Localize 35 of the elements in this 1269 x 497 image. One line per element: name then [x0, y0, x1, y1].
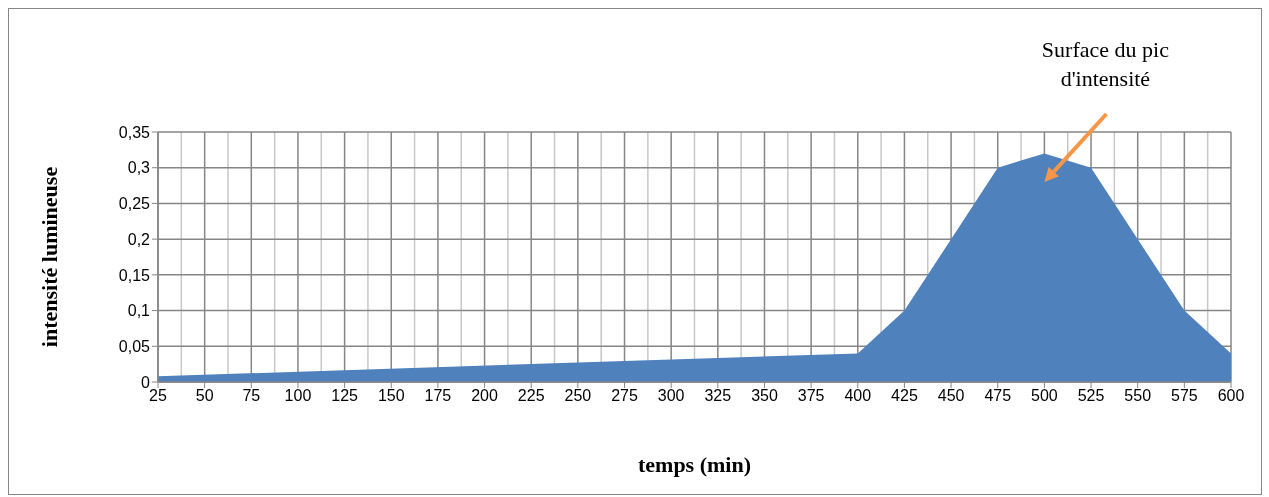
- y-tick-label: 0,3: [127, 159, 151, 177]
- x-tick-label: 450: [937, 387, 965, 405]
- y-tick-label: 0,2: [127, 230, 151, 248]
- x-tick-label: 475: [984, 387, 1012, 405]
- y-tick-label: 0,1: [127, 302, 151, 320]
- x-tick-label: 275: [611, 387, 638, 405]
- x-tick-label: 225: [517, 387, 545, 405]
- x-axis-title: temps (min): [637, 452, 752, 477]
- x-tick-label: 175: [424, 387, 452, 405]
- y-tick-label: 0,05: [118, 337, 151, 355]
- x-tick-label: 25: [149, 387, 167, 405]
- x-tick-label: 375: [797, 387, 825, 405]
- x-tick-label: 575: [1171, 387, 1198, 405]
- x-tick-label: 125: [331, 387, 359, 405]
- x-tick-label: 200: [471, 387, 499, 405]
- x-tick-label: 550: [1124, 387, 1152, 405]
- y-tick-label: 0,35: [118, 123, 151, 141]
- x-tick-label: 150: [377, 387, 405, 405]
- x-tick-label: 100: [284, 387, 312, 405]
- x-tick-label: 600: [1217, 387, 1245, 405]
- text: Surface du pic d'intensité: [1041, 37, 1170, 91]
- x-tick-label: 400: [844, 387, 872, 405]
- y-tick-label: 0: [141, 373, 151, 391]
- x-tick-label: 50: [195, 387, 214, 405]
- x-tick-label: 300: [657, 387, 685, 405]
- y-axis-title: intensité lumineuse: [36, 166, 62, 348]
- x-tick-label: 250: [564, 387, 592, 405]
- x-tick-label: 425: [891, 387, 918, 405]
- y-tick-label: 0,15: [118, 266, 151, 284]
- x-tick-label: 525: [1077, 387, 1105, 405]
- x-tick-label: 75: [242, 387, 261, 405]
- y-tick-label: 0,25: [118, 195, 151, 213]
- x-tick-label: 325: [704, 387, 732, 405]
- x-tick-label: 500: [1031, 387, 1058, 405]
- x-tick-label: 350: [751, 387, 778, 405]
